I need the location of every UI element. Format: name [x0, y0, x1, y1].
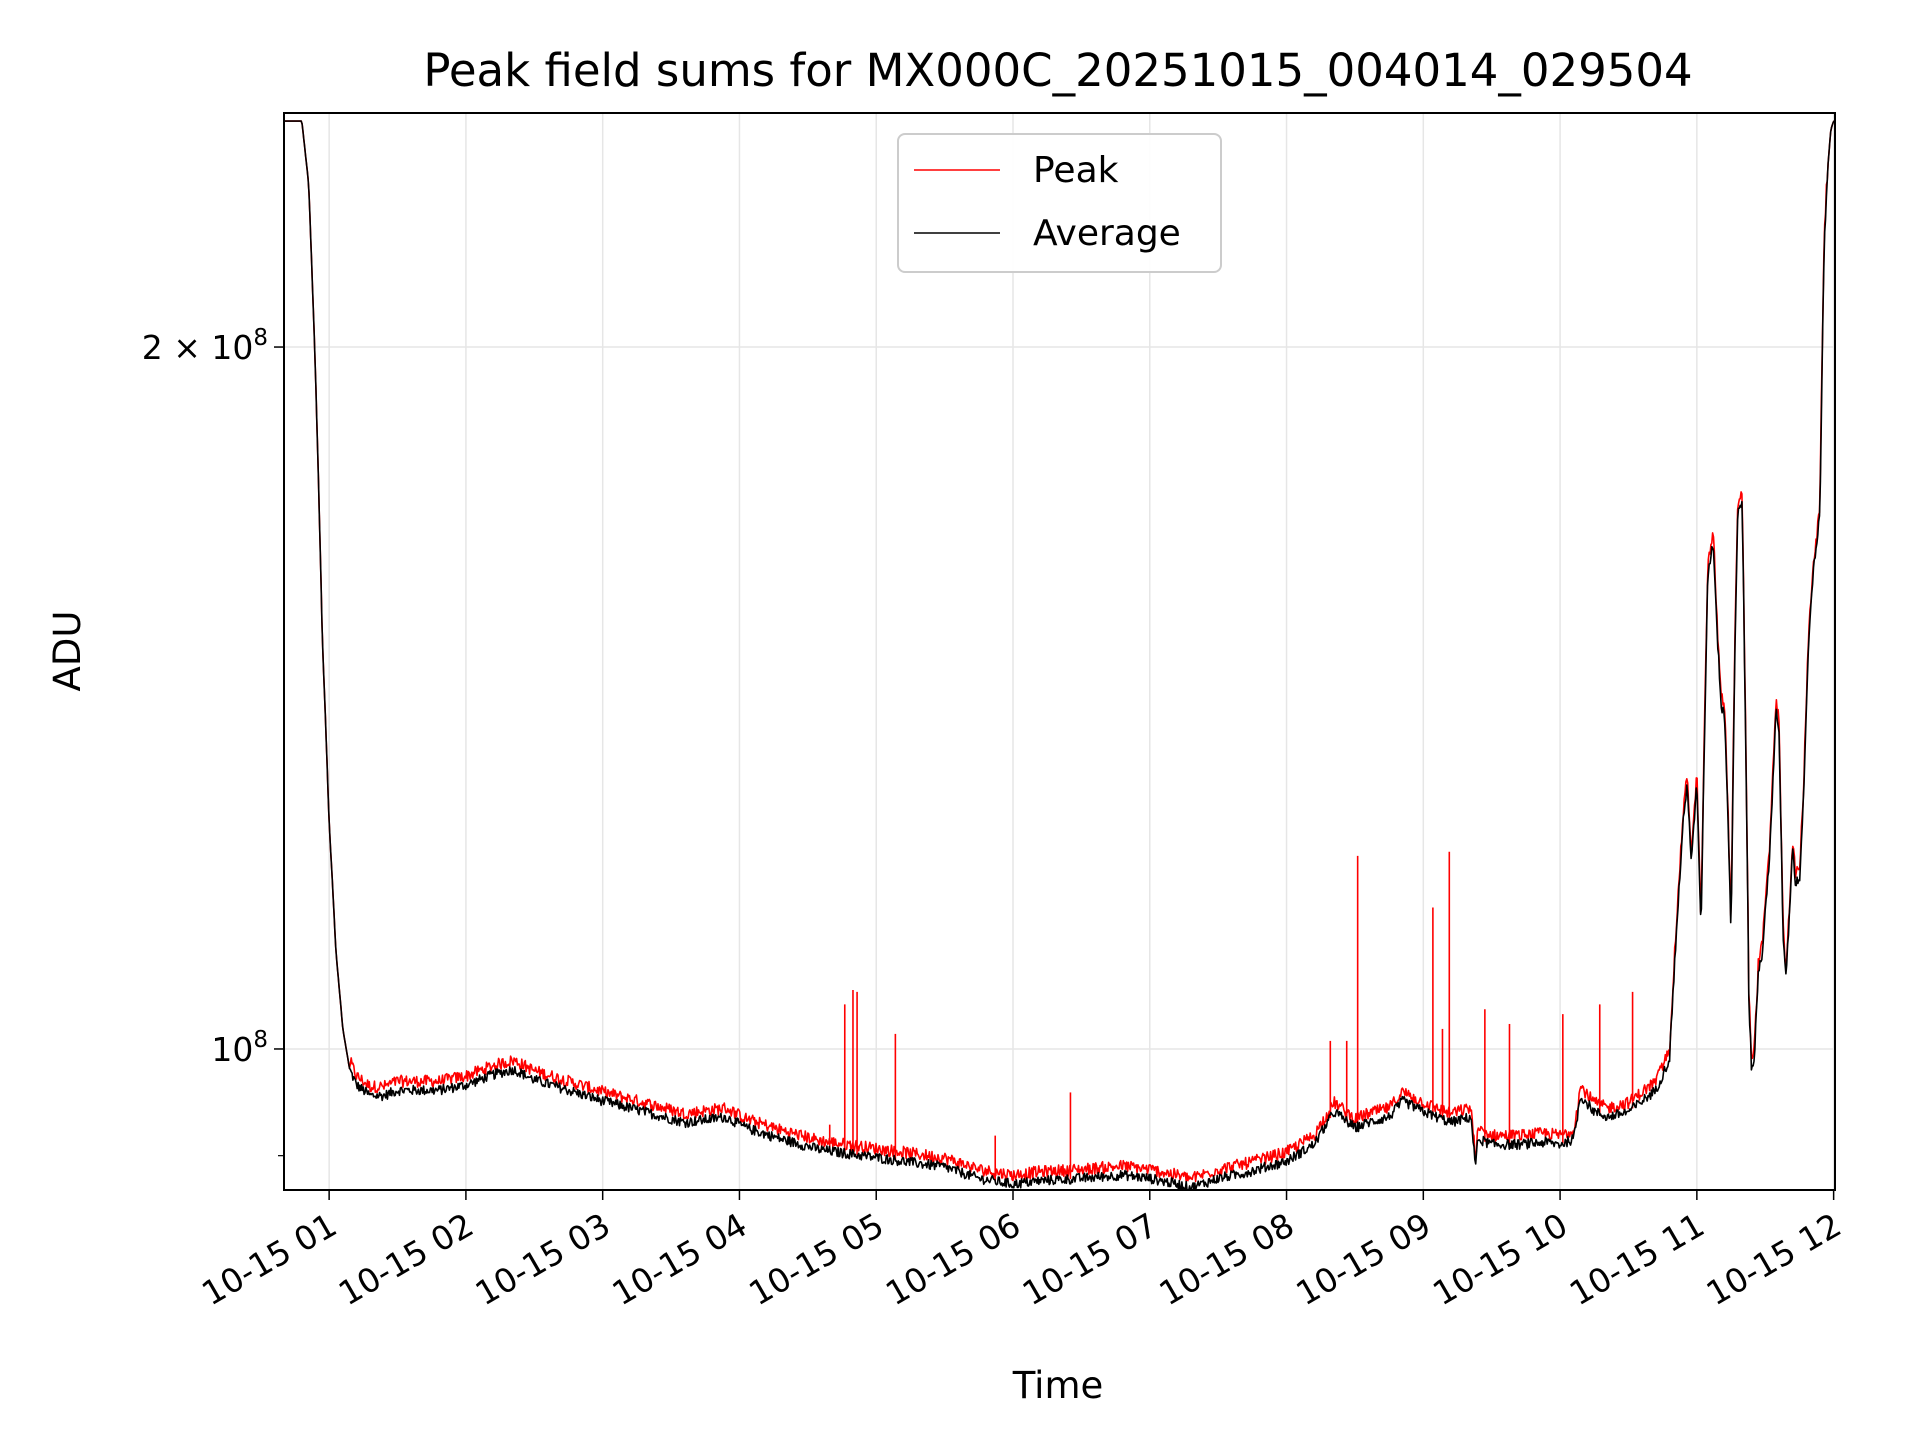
legend-peak-label: Peak	[1033, 150, 1119, 191]
y-axis: 108 2 × 108	[142, 325, 284, 1157]
y-tick-label: 2 × 108	[142, 325, 268, 367]
legend-box	[897, 133, 1222, 273]
chart-title: Peak field sums for MX000C_20251015_0040…	[423, 44, 1692, 97]
average-series-line	[284, 120, 1835, 1191]
plot-frame	[283, 112, 1836, 1191]
legend-average-label: Average	[1033, 213, 1181, 254]
peak-series-line	[284, 120, 1835, 1183]
y-tick-label: 108	[211, 1027, 268, 1069]
gridlines	[284, 113, 1835, 1190]
x-axis-label: Time	[1012, 1364, 1104, 1407]
legend: Peak Average	[897, 133, 1222, 273]
y-axis-label: ADU	[46, 611, 89, 692]
plot-series	[284, 120, 1835, 1191]
